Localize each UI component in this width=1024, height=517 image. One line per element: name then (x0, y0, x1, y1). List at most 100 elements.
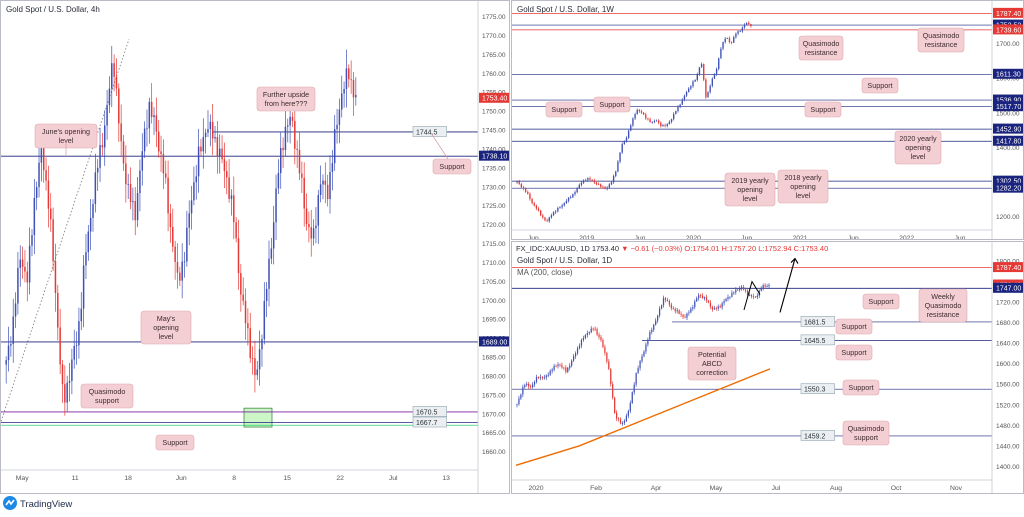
price-label-bg (479, 92, 509, 103)
candle (735, 33, 737, 38)
y-axis-tick: 1765.00 (482, 52, 506, 59)
candle (308, 223, 310, 228)
annot-2019-open: 2019 yearly (731, 176, 769, 185)
x-axis-tick: 2019 (579, 235, 594, 240)
candle (268, 258, 270, 289)
candle (612, 176, 615, 183)
price-label-bg (993, 68, 1023, 79)
annot-2020-open-box (894, 130, 942, 165)
price-label-bg (993, 7, 1023, 18)
candle (528, 383, 530, 387)
candle (578, 184, 580, 189)
chart-1w-svg[interactable]: 1200.001300.001400.001500.001600.001700.… (512, 1, 1024, 240)
candle (745, 22, 748, 25)
candle (660, 122, 662, 127)
tradingview-logo[interactable]: TradingView (0, 494, 140, 512)
candle (87, 231, 90, 253)
y-axis-tick: 1680.00 (482, 373, 506, 380)
x-axis-tick: 2022 (899, 235, 914, 240)
candle (10, 343, 12, 346)
candle (190, 200, 193, 214)
x-axis-tick: Jun (741, 235, 752, 240)
y-axis-tick: 1750.00 (482, 109, 506, 116)
candle (725, 298, 727, 302)
candle (731, 292, 733, 297)
chart-1w-panel[interactable]: Gold Spot / U.S. Dollar, 1W 1200.001300.… (511, 0, 1024, 240)
annot-support-3: Support (841, 348, 866, 357)
y-axis-tick: 1740.00 (482, 146, 506, 153)
y-axis-tick: 1670.00 (482, 411, 506, 418)
annot-further-upside-box (256, 86, 316, 112)
candle (54, 261, 57, 293)
x-axis-tick: Oct (891, 485, 902, 492)
candle (284, 126, 287, 151)
chart-4h-panel[interactable]: Gold Spot / U.S. Dollar, 4h 1660.00 1665.… (0, 0, 510, 494)
y-axis-tick: 1720.00 (482, 222, 506, 229)
candle (717, 306, 719, 309)
candle (639, 361, 641, 369)
candle (40, 146, 43, 163)
price-label: 1536.90 (996, 97, 1021, 104)
candle (580, 182, 583, 185)
y-axis-tick: 1685.00 (482, 355, 506, 362)
price-label: 1681.5 (804, 319, 826, 326)
candle (748, 22, 750, 25)
candle (711, 78, 713, 86)
candle (251, 358, 254, 359)
candle (660, 305, 663, 309)
candle (571, 360, 573, 366)
annot-support-4-box (593, 96, 631, 113)
price-label-bg (412, 126, 447, 137)
annot-further-upside: from here??? (265, 99, 308, 108)
support-zone (243, 407, 273, 428)
y-axis-tick: 1695.00 (482, 317, 506, 324)
chart-1d-panel[interactable]: FX_IDC:XAUUSD, 1D 1753.40 ▼ −0.61 (−0.03… (511, 241, 1024, 494)
candle (567, 197, 570, 201)
candle (345, 68, 348, 89)
chart-4h-svg[interactable]: 1660.00 1665.00 1670.00 1675.00 1680.00 1685.… (1, 1, 510, 494)
candle (645, 344, 647, 352)
candle (96, 167, 99, 173)
candle (727, 297, 729, 299)
chart-1d-svg[interactable]: 1400.00 1440.00 1480.00 1520.00 1560.00 1600.… (512, 242, 1024, 494)
candle (336, 124, 338, 130)
price-label-bg (993, 135, 1023, 146)
price-label: 1744.5 (416, 129, 438, 136)
chart-title: Gold Spot / U.S. Dollar, 1W (517, 5, 614, 14)
annot-abcd: ABCD (702, 359, 722, 368)
candle (694, 301, 696, 308)
candle (516, 404, 518, 405)
x-axis-tick: Jun (176, 475, 187, 482)
candle (85, 252, 87, 266)
candle (565, 200, 568, 204)
candle (537, 208, 540, 211)
candle (595, 182, 598, 185)
y-axis-tick: 1770.00 (482, 33, 506, 40)
candle (606, 187, 608, 189)
candle (28, 245, 31, 283)
candle (638, 109, 641, 112)
candle (666, 300, 669, 301)
candle (167, 177, 169, 214)
price-label-bg (993, 123, 1023, 134)
annot-qm-res-2: Quasimodo (923, 31, 960, 40)
price-label: 1787.40 (996, 11, 1021, 18)
y-axis-tick: 1720.00 (996, 300, 1020, 307)
candle (614, 397, 616, 413)
candle (668, 300, 671, 305)
candle (649, 331, 651, 340)
trendline (1, 39, 130, 422)
price-label-bg (800, 316, 835, 327)
price-label-bg (800, 383, 835, 395)
candle (545, 375, 547, 378)
candle (591, 179, 593, 181)
price-label: 1753.40 (482, 96, 507, 103)
candle (594, 328, 596, 330)
x-axis-tick: Apr (651, 485, 662, 492)
candle (317, 195, 320, 226)
candle (630, 125, 632, 131)
candle (647, 118, 649, 120)
candle (516, 181, 518, 183)
candle (730, 42, 733, 43)
candle (752, 296, 755, 298)
